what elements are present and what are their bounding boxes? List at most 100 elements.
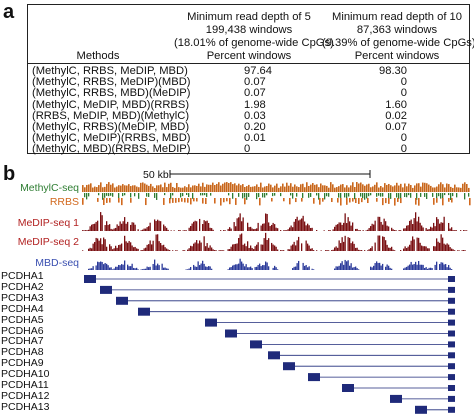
rrbs-bar <box>301 198 303 202</box>
methylc-bar <box>174 187 176 192</box>
medip1-bar <box>329 230 331 231</box>
medip2-bar <box>392 249 394 251</box>
methylc-bar <box>154 187 156 192</box>
mbd-bar <box>380 265 382 270</box>
medip2-bar <box>347 237 349 251</box>
medip1-bar <box>341 224 343 231</box>
medip2-bar <box>403 248 405 251</box>
medip2-bar <box>199 240 201 251</box>
medip2-bar <box>260 244 262 251</box>
medip1-bar <box>155 221 157 231</box>
methylc-bar <box>366 184 368 192</box>
methylc-bar <box>232 184 234 192</box>
mbd-bar <box>167 268 169 270</box>
table-row: (MethylC, RRBS, MeDIP, MBD) 97.64 98.30 <box>28 65 469 78</box>
rrbs-bar <box>82 198 84 205</box>
mbd-bar <box>113 268 115 270</box>
mbd-bar <box>233 264 235 270</box>
gene-label: PCDHA8 <box>1 346 44 359</box>
methylc-bar <box>274 185 276 192</box>
medip1-bar <box>395 230 397 231</box>
medip2-bar <box>161 245 163 251</box>
medip2-bar <box>218 250 220 251</box>
gene-label: PCDHA9 <box>1 357 44 370</box>
methylc-tick <box>232 193 234 199</box>
mbd-bar <box>142 269 144 270</box>
methylc-bar <box>408 183 410 192</box>
methylc-bar <box>416 183 418 192</box>
medip2-bar <box>275 246 277 251</box>
medip1-bar <box>239 213 241 231</box>
methylc-bar <box>172 186 174 192</box>
medip2-bar <box>136 248 138 251</box>
methylc-tick <box>406 193 408 198</box>
medip1-bar <box>206 220 208 231</box>
medip2-bar <box>188 248 190 251</box>
medip2-bar <box>128 240 130 251</box>
medip2-bar <box>271 242 273 251</box>
medip2-bar <box>91 248 93 251</box>
medip2-bar <box>409 244 411 251</box>
medip1-bar <box>199 218 201 231</box>
table-row: (MethylC, MBD)(RRBS, MeDIP) 0 0 <box>28 143 469 156</box>
medip1-bar <box>203 220 205 231</box>
rrbs-bar <box>448 198 450 202</box>
rrbs-bar <box>103 198 105 205</box>
mbd-bar <box>406 266 408 270</box>
medip1-bar <box>442 222 444 231</box>
methylc-tick <box>122 193 124 197</box>
medip2-bar <box>331 250 333 251</box>
rrbs-bar <box>418 198 420 206</box>
medip1-bar <box>418 216 420 231</box>
rrbs-bar <box>433 198 435 205</box>
methylc-tick <box>102 193 104 200</box>
mbd-bar <box>241 261 243 270</box>
methylc-tick <box>256 193 258 200</box>
medip2-bar <box>250 245 252 251</box>
header-col2-line3: (9.39% of genome-wide CpGs) <box>322 37 474 49</box>
methylc-bar <box>394 185 396 192</box>
mbd-bar <box>122 264 124 270</box>
rrbs-bar <box>196 198 198 202</box>
medip2-bar <box>289 249 291 251</box>
mbd-bar <box>230 267 232 270</box>
mbd-bar <box>164 267 166 270</box>
medip2-bar <box>386 244 388 251</box>
methylc-bar <box>448 184 450 192</box>
rrbs-bar <box>289 198 291 205</box>
mbd-bar <box>413 264 415 270</box>
methylc-tick <box>258 193 260 198</box>
depth5-percent-cell: 0.01 <box>244 132 266 145</box>
medip2-bar <box>371 246 373 251</box>
methylc-tick <box>154 193 156 198</box>
medip1-bar <box>448 222 450 231</box>
medip1-bar <box>338 222 340 231</box>
methylc-tick <box>346 193 348 199</box>
medip1-bar <box>179 230 181 231</box>
medip1-bar <box>380 221 382 231</box>
medip1-bar <box>307 223 309 231</box>
methylc-bar <box>438 184 440 192</box>
header-col1-line1: Minimum read depth of 5 <box>187 11 311 23</box>
medip1-bar <box>368 227 370 231</box>
mbd-bar <box>451 269 453 270</box>
mbd-bar <box>296 263 298 270</box>
methylc-tick <box>146 193 148 197</box>
methylc-bar <box>426 183 428 192</box>
mbd-bar <box>266 262 268 270</box>
mbd-bar <box>436 261 438 270</box>
mbd-bar <box>118 264 120 270</box>
medip2-bar <box>214 250 216 251</box>
medip2-bar <box>197 243 199 251</box>
rrbs-bar <box>376 198 378 202</box>
medip2-bar <box>133 247 135 251</box>
medip2-bar <box>193 243 195 251</box>
methylc-bar <box>400 183 402 192</box>
rrbs-bar <box>382 198 384 206</box>
methylc-tick <box>324 193 326 200</box>
medip1-bar <box>91 224 93 231</box>
methylc-bar <box>132 185 134 192</box>
mbd-bar <box>163 267 165 270</box>
mbd-bar <box>242 263 244 270</box>
medip2-bar <box>157 234 159 251</box>
